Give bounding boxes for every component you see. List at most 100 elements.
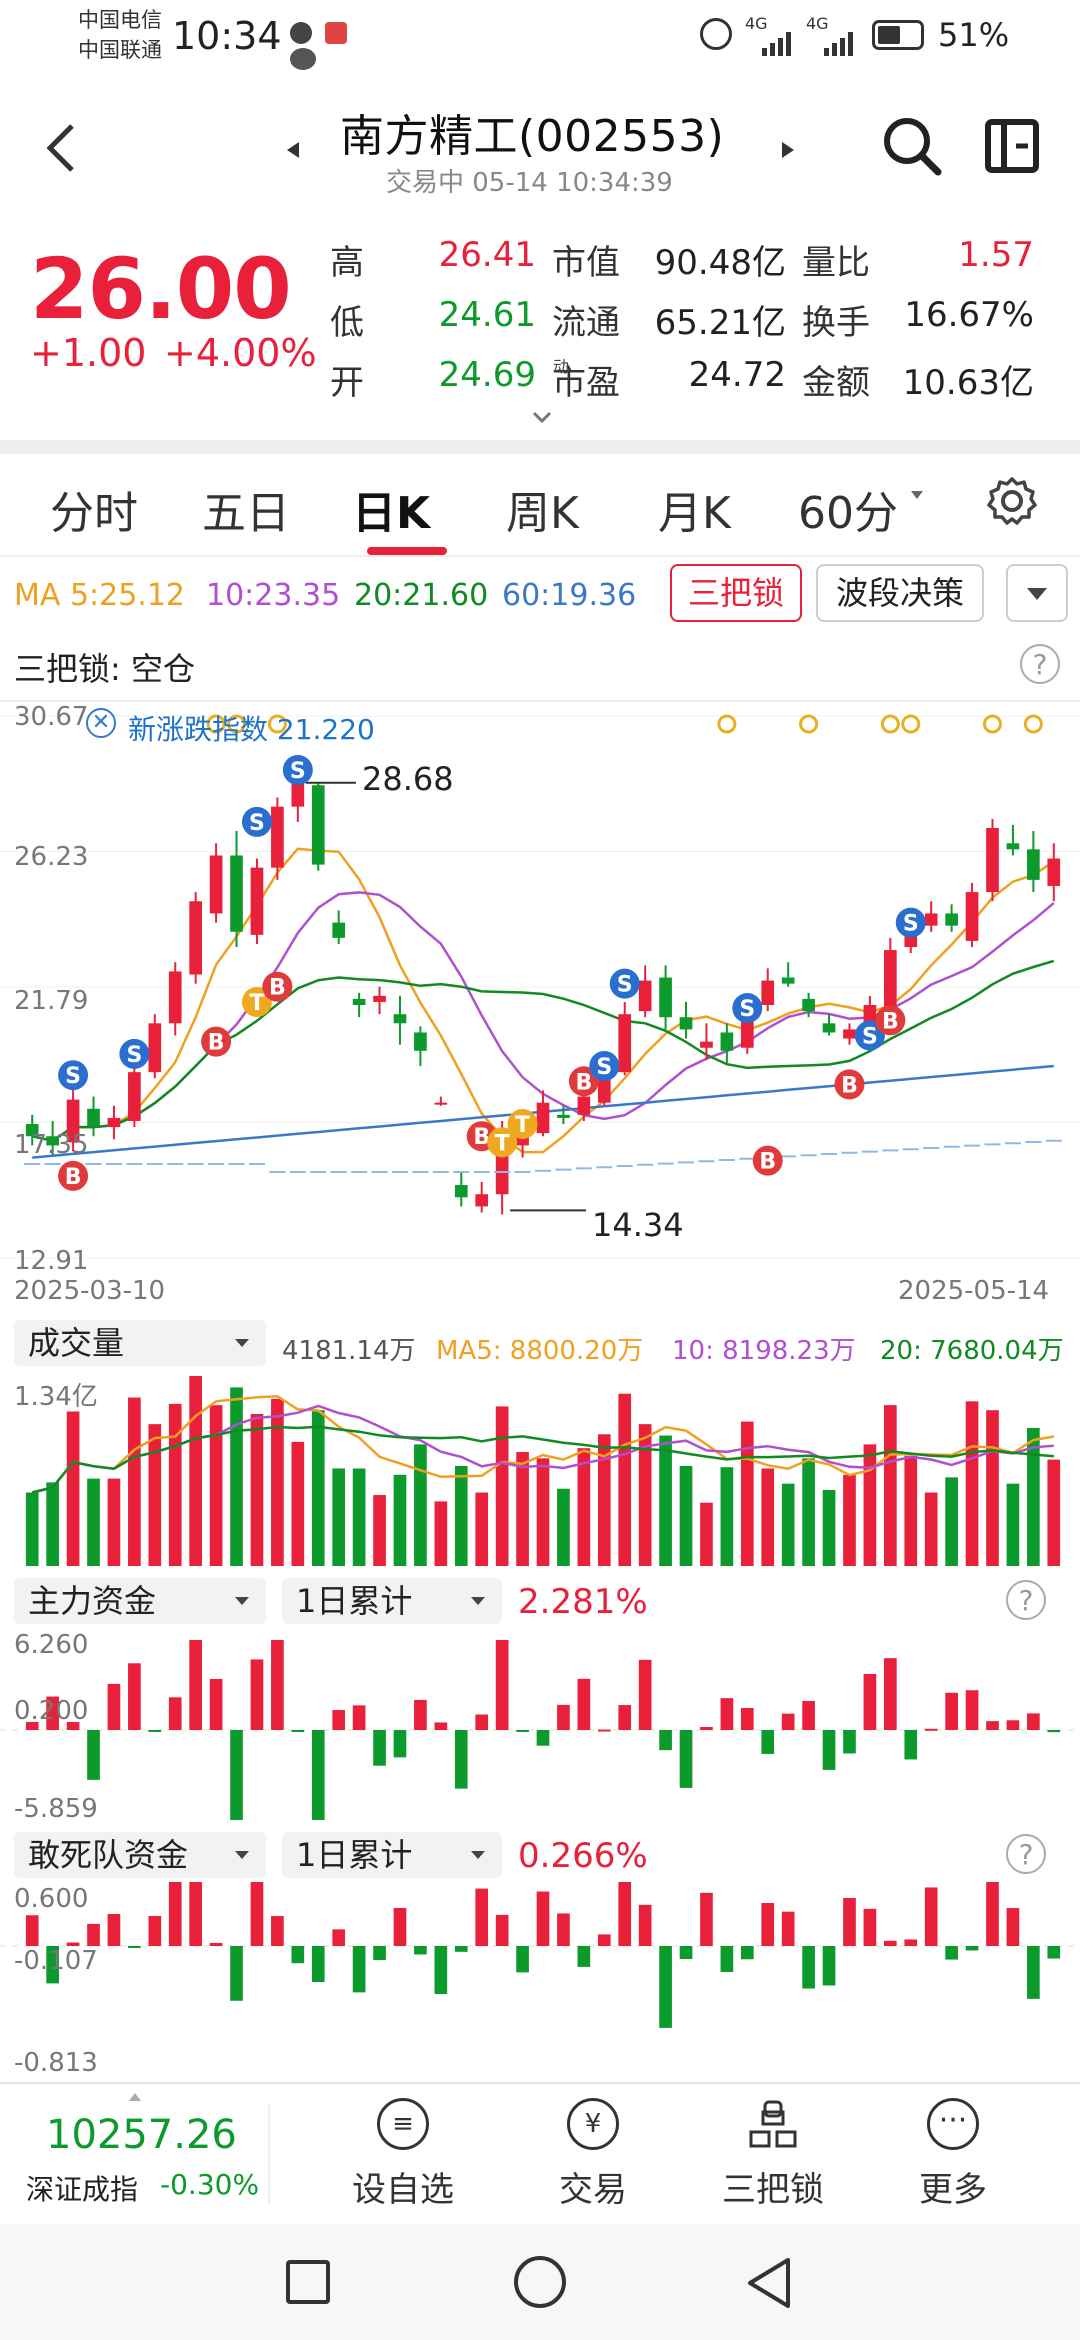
home-icon[interactable] xyxy=(514,2256,566,2308)
tab-dropdown-arrow[interactable] xyxy=(910,485,923,504)
help-icon[interactable]: ? xyxy=(1006,1580,1046,1620)
fund-bar xyxy=(740,1946,754,1960)
fund-bar xyxy=(965,1946,979,1951)
prev-stock-button[interactable] xyxy=(285,140,301,164)
three-lock-nav-button[interactable]: 三把锁 xyxy=(700,2098,846,2218)
add-watchlist-button[interactable]: ≡ 设自选 xyxy=(330,2098,476,2218)
dare-fund-svg xyxy=(0,1856,1080,2028)
volume-indicator-select[interactable]: 成交量 xyxy=(14,1320,266,1366)
tab-0[interactable]: 分时 xyxy=(50,488,138,539)
expand-quote-button[interactable] xyxy=(532,410,552,429)
quote-label: 量比 xyxy=(802,243,870,283)
help-icon[interactable]: ? xyxy=(1020,644,1060,684)
ytick-bottom: 12.91 xyxy=(14,1246,89,1276)
search-button[interactable] xyxy=(880,114,944,182)
ma-dropdown-button[interactable] xyxy=(1006,564,1068,622)
back-button[interactable] xyxy=(40,120,80,180)
signal-badge-text: S xyxy=(862,1025,878,1050)
price-change-pct: +4.00% xyxy=(164,331,317,375)
signal-badge xyxy=(119,1038,150,1069)
dare-fund-value: 0.266% xyxy=(518,1836,648,1876)
three-lock-button[interactable]: 三把锁 xyxy=(670,564,802,622)
close-index-icon[interactable]: ✕ xyxy=(86,708,116,738)
signal-badge xyxy=(201,1026,232,1057)
clock: 10:34 xyxy=(172,14,282,58)
tab-2[interactable]: 日K xyxy=(352,488,431,539)
nav-header: 南方精工(002553) 交易中 05-14 10:34:39 xyxy=(0,80,1080,210)
ma5-label: MA 5:25.12 xyxy=(14,578,186,613)
help-icon[interactable]: ? xyxy=(1006,1834,1046,1874)
fund-bar xyxy=(700,1727,713,1730)
candle-body xyxy=(638,980,652,1012)
fund-bar xyxy=(761,1903,775,1946)
quote-value: 24.69 xyxy=(438,355,536,395)
fund-bar xyxy=(46,1946,59,1984)
volume-bar xyxy=(924,1492,938,1566)
fund-bar xyxy=(597,1934,611,1946)
main-fund-period-select[interactable]: 1日累计 xyxy=(282,1578,502,1624)
volume-bar xyxy=(46,1482,59,1566)
ma-row: MA 5:25.12 10:23.35 20:21.60 60:19.36 三把… xyxy=(0,560,1080,630)
back-nav-icon[interactable] xyxy=(744,2256,794,2314)
fund-bar xyxy=(352,1705,366,1730)
dare-fund-chart[interactable]: 0.600 -0.107 -0.813 xyxy=(0,1856,1080,2078)
quote-panel: 26.00 +1.00 +4.00% 高 26.41 市值 90.48亿 量比 1.57 低… xyxy=(0,215,1080,435)
fund-bar xyxy=(638,1659,652,1730)
tab-1[interactable]: 五日 xyxy=(202,488,290,539)
tab-4[interactable]: 月K xyxy=(658,488,731,539)
candle-body xyxy=(802,998,815,1012)
volume-chart[interactable]: 1.34亿 xyxy=(0,1370,1080,1570)
main-fund-select[interactable]: 主力资金 xyxy=(14,1578,266,1624)
volume-bar xyxy=(781,1483,795,1566)
signal-badge xyxy=(732,993,763,1024)
main-fund-chart[interactable]: 6.260 0.200 -5.859 xyxy=(0,1628,1080,1824)
fund-bar xyxy=(495,1914,509,1946)
tab-3[interactable]: 周K xyxy=(506,488,579,539)
layout-button[interactable] xyxy=(984,118,1040,178)
fund-bar xyxy=(883,1658,897,1730)
volume-bar xyxy=(863,1444,877,1566)
quote-value: 10.63亿 xyxy=(902,363,1034,403)
volume-bar xyxy=(373,1495,386,1566)
ytick-3: 21.79 xyxy=(14,986,89,1016)
signal-badge-text: S xyxy=(903,912,919,937)
fund-bar xyxy=(781,1713,795,1730)
lock-status: 三把锁: 空仓 xyxy=(14,650,195,688)
dare-fund-period: 1日累计 xyxy=(296,1836,413,1874)
index-ticker[interactable]: 10257.26 深证成指 -0.30% xyxy=(0,2084,268,2224)
fund-bar xyxy=(557,1913,570,1946)
ytick-4: 17.35 xyxy=(14,1130,89,1160)
fund-bar xyxy=(66,1942,80,1946)
settings-button[interactable] xyxy=(986,475,1038,531)
next-stock-button[interactable] xyxy=(780,140,796,164)
recent-apps-icon[interactable] xyxy=(286,2260,330,2304)
event-marker xyxy=(799,714,819,734)
wave-decision-button[interactable]: 波段决策 xyxy=(816,564,984,622)
volume-value: 4181.14万 xyxy=(282,1336,416,1366)
signal-badge-text: B xyxy=(882,1009,899,1034)
main-fund-value: 2.281% xyxy=(518,1582,648,1622)
more-button[interactable]: ··· 更多 xyxy=(880,2098,1026,2218)
fund-bar xyxy=(373,1730,386,1766)
fund-bar xyxy=(230,1730,243,1820)
trade-button[interactable]: ¥ 交易 xyxy=(520,2098,666,2218)
fund-bar xyxy=(373,1946,386,1961)
caret-down-icon xyxy=(911,491,923,499)
volume-bar xyxy=(883,1405,897,1566)
fund-bar xyxy=(924,1887,938,1946)
network-2-label: 4G xyxy=(806,14,829,33)
dare-fund-select[interactable]: 敢死队资金 xyxy=(14,1832,266,1878)
volume-bar xyxy=(700,1502,713,1566)
candle-body xyxy=(557,1114,570,1118)
tab-5[interactable]: 60分 xyxy=(798,488,898,539)
volume-bar xyxy=(148,1424,162,1566)
signal-badge xyxy=(589,1051,620,1082)
quote-label: 换手 xyxy=(802,303,870,343)
volume-bar xyxy=(271,1398,284,1566)
signal-badge xyxy=(895,907,926,938)
fund-bar xyxy=(945,1946,958,1960)
dare-fund-period-select[interactable]: 1日累计 xyxy=(282,1832,502,1878)
signal-badge xyxy=(752,1145,783,1176)
candle-body xyxy=(352,998,366,1006)
